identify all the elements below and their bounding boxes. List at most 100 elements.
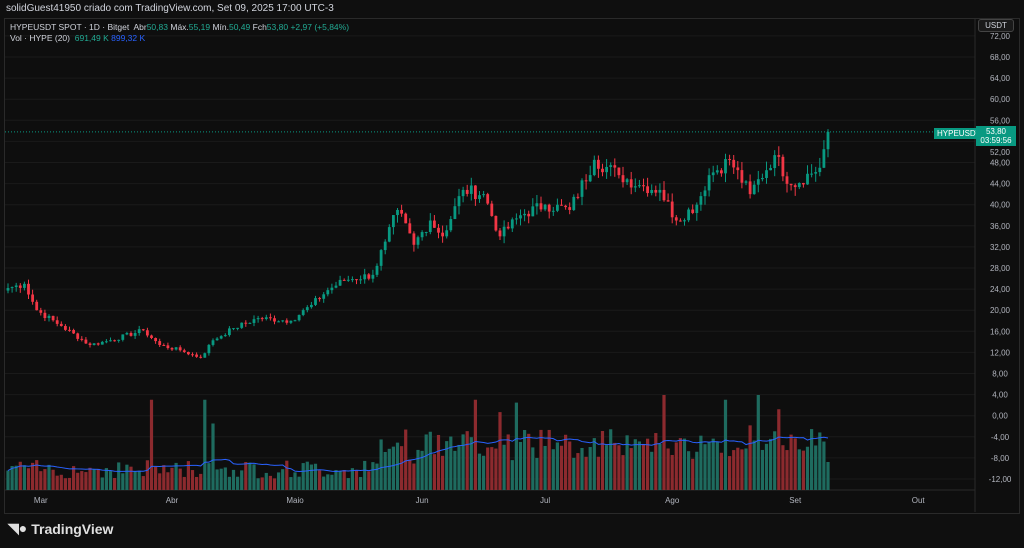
volume-bar <box>158 473 162 490</box>
candle <box>617 167 621 176</box>
volume-label[interactable]: Vol · HYPE (20) <box>10 33 70 43</box>
volume-bar <box>580 447 584 490</box>
candle <box>621 175 625 183</box>
candle <box>392 215 395 228</box>
candle <box>420 232 424 238</box>
x-tick-label: Abr <box>166 496 179 505</box>
volume-bar <box>18 461 22 490</box>
volume-bar <box>449 436 453 490</box>
tradingview-logo[interactable]: ◥● TradingView <box>8 520 113 537</box>
candle <box>629 179 633 188</box>
legend-symbol[interactable]: HYPEUSDT SPOT · 1D · Bitget <box>10 22 130 32</box>
candle <box>424 231 428 233</box>
volume-bar <box>527 433 531 490</box>
candle <box>23 283 26 288</box>
volume-bar <box>637 441 641 490</box>
candle <box>469 185 473 194</box>
volume-bar <box>346 478 350 490</box>
volume-bar <box>797 449 801 490</box>
volume-bar <box>424 434 428 490</box>
candle <box>650 190 654 194</box>
currency-button[interactable]: USDT <box>978 19 1014 32</box>
volume-bar <box>203 399 207 490</box>
candle <box>43 312 47 319</box>
candle <box>773 155 777 169</box>
volume-bar <box>154 466 158 490</box>
candle <box>129 332 133 336</box>
candle <box>490 203 494 216</box>
high-value: 55,19 <box>188 22 211 32</box>
candle <box>178 347 182 351</box>
volume-bar <box>510 460 514 490</box>
candle <box>273 318 276 322</box>
candle <box>195 354 198 357</box>
y-tick-label: 56,00 <box>990 116 1011 125</box>
volume-bar <box>773 431 777 490</box>
candle <box>736 167 740 171</box>
candle <box>810 173 813 175</box>
chart-frame[interactable] <box>4 18 1020 514</box>
candle <box>162 345 166 347</box>
candle <box>269 317 272 319</box>
candle <box>240 322 244 328</box>
volume-bar <box>104 468 108 490</box>
candle <box>625 179 629 183</box>
candle <box>31 294 34 302</box>
volume-bar <box>482 455 486 490</box>
volume-bar <box>506 434 510 490</box>
volume-bar <box>391 446 395 490</box>
candle <box>252 319 256 323</box>
volume-bar <box>572 457 576 490</box>
candle <box>174 347 178 350</box>
candle <box>802 182 805 185</box>
candle <box>744 181 748 183</box>
volume-bar <box>555 442 559 490</box>
volume-bar <box>600 430 605 490</box>
candle <box>285 320 289 323</box>
candle <box>531 206 535 217</box>
volume-bar <box>654 433 658 490</box>
candle <box>441 232 444 237</box>
volume-bar <box>297 476 301 490</box>
volume-bar <box>35 460 39 490</box>
volume-bar <box>375 463 379 490</box>
volume-bar <box>436 434 441 490</box>
volume-bar <box>457 444 461 490</box>
volume-bar <box>641 443 646 490</box>
volume-bar <box>301 463 305 490</box>
x-tick-label: Jul <box>540 496 550 505</box>
candle <box>314 298 317 305</box>
volume-bar <box>117 462 121 490</box>
volume-bar <box>682 438 687 490</box>
volume-bar <box>588 447 592 490</box>
candle <box>228 328 231 336</box>
candle <box>543 204 547 210</box>
volume-bar <box>133 471 137 490</box>
candle <box>633 186 637 188</box>
volume-bar <box>408 459 412 490</box>
candle <box>437 227 440 233</box>
candle <box>494 215 498 231</box>
volume-bar <box>359 477 363 490</box>
volume-bar <box>354 470 359 490</box>
volume-bar <box>240 470 244 490</box>
candle <box>14 285 18 288</box>
volume-bar <box>186 461 190 490</box>
candle <box>761 177 764 180</box>
volume-bar <box>363 460 367 490</box>
candle <box>88 343 92 346</box>
volume-bar <box>137 470 141 490</box>
y-tick-label: 48,00 <box>990 159 1011 168</box>
candle <box>244 322 248 324</box>
y-tick-label: 12,00 <box>990 348 1011 357</box>
volume-bar <box>285 460 289 490</box>
volume-bar <box>535 457 539 490</box>
candle <box>51 315 55 321</box>
candle <box>187 351 190 355</box>
volume-bar <box>84 472 88 490</box>
candle <box>18 285 22 288</box>
candle <box>433 220 436 228</box>
candle <box>453 206 457 220</box>
y-tick-label: 0,00 <box>992 412 1008 421</box>
